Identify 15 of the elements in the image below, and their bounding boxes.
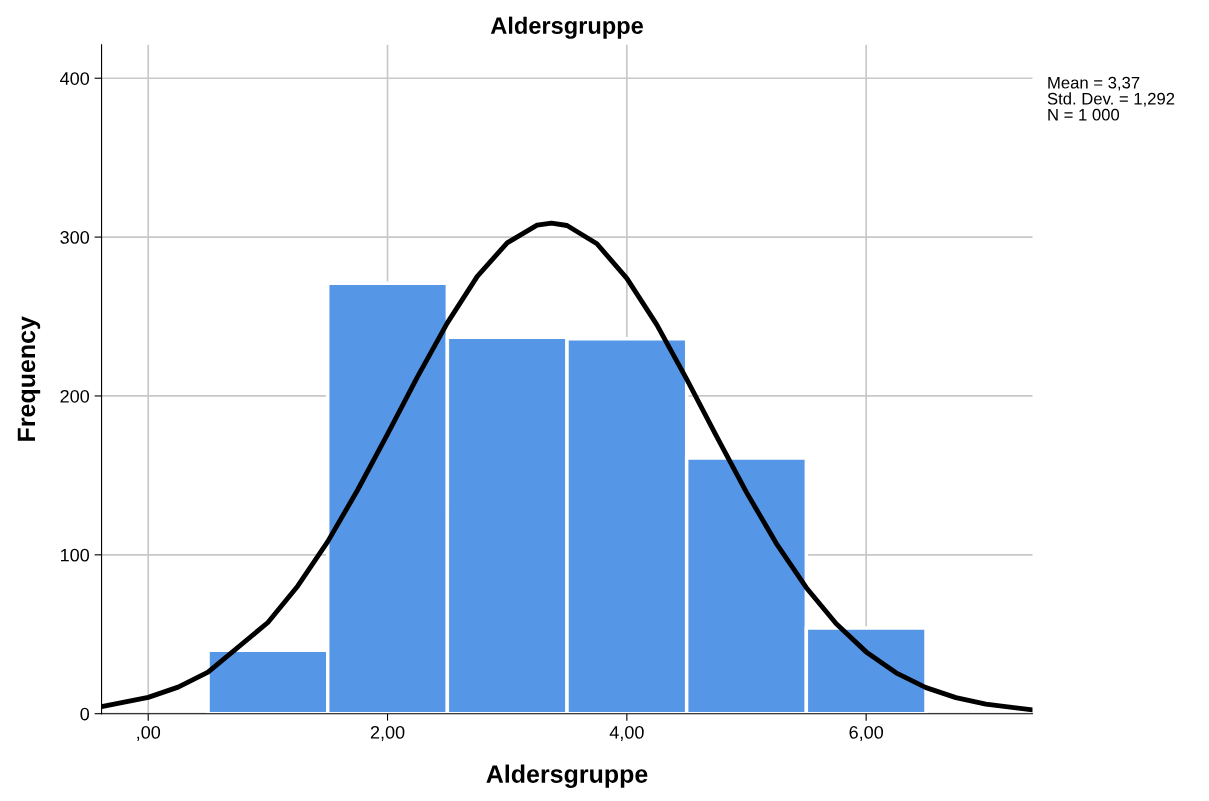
x-axis-title: Aldersgruppe [486, 764, 648, 788]
text: Mean = 3,37 [1048, 76, 1140, 91]
y-tick-label: 200 [60, 389, 90, 403]
y-tick-label: 100 [61, 548, 90, 562]
text: N = 1 000 [1048, 108, 1120, 121]
x-tick-label: 2,00 [370, 725, 405, 741]
chart-title: Aldersgruppe [490, 16, 643, 39]
y-tick-label: 0 [80, 707, 90, 721]
y-tick-label: 400 [60, 72, 90, 85]
text: Std. Dev. = 1,292 [1047, 92, 1175, 107]
x-tick-label: 6,00 [849, 725, 884, 741]
x-tick-label: 4,00 [609, 725, 644, 741]
x-tick-label: ,00 [137, 725, 161, 741]
y-axis-title: Frequency [17, 316, 41, 441]
y-tick-label: 300 [60, 231, 90, 244]
